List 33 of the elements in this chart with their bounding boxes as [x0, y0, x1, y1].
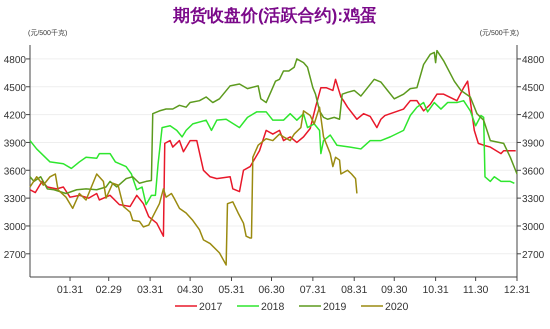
y-tick-label: 4200: [4, 110, 26, 122]
y-tick-label: 3600: [4, 166, 26, 178]
y-tick-label: 3000: [4, 222, 26, 233]
y2-tick-label: 3900: [522, 138, 545, 150]
x-tick-label: 08.31: [341, 284, 368, 296]
x-tick-label: 03.31: [136, 284, 164, 296]
y-tick-label: 4500: [4, 82, 26, 94]
legend-label: 2017: [199, 301, 223, 313]
x-tick-label: 12.31: [504, 284, 530, 296]
y2-tick-label: 3300: [522, 194, 545, 206]
legend-label: 2019: [323, 301, 347, 313]
x-tick-label: 05.31: [218, 284, 245, 296]
y2-tick-label: 4500: [522, 82, 545, 94]
y2-tick-label: 2700: [522, 250, 545, 261]
title: 期货收盘价(活跃合约):鸡蛋: [173, 6, 377, 25]
x-tick-label: 11.30: [462, 284, 489, 296]
y2-tick-label: 3000: [522, 222, 545, 233]
x-tick-label: 06.30: [258, 284, 285, 296]
y-tick-label: 4800: [4, 54, 26, 66]
legend-label: 2018: [261, 301, 285, 313]
legend-label: 2020: [385, 301, 409, 313]
x-tick-label: 02.29: [96, 284, 122, 296]
y2-tick-label: 3600: [522, 166, 545, 178]
y2-tick-label: 4200: [522, 110, 545, 122]
y-tick-label: 3900: [4, 138, 26, 150]
x-tick-label: 01.31: [56, 284, 84, 296]
y-tick-label: 2700: [4, 250, 26, 261]
x-tick-label: 07.31: [300, 284, 326, 296]
y2-tick-label: 4800: [522, 54, 545, 66]
y-tick-label: 3300: [4, 194, 26, 206]
x-tick-label: 04.30: [176, 284, 204, 296]
x-tick-label: 09.30: [381, 284, 408, 296]
x-tick-label: 10.31: [422, 284, 449, 296]
